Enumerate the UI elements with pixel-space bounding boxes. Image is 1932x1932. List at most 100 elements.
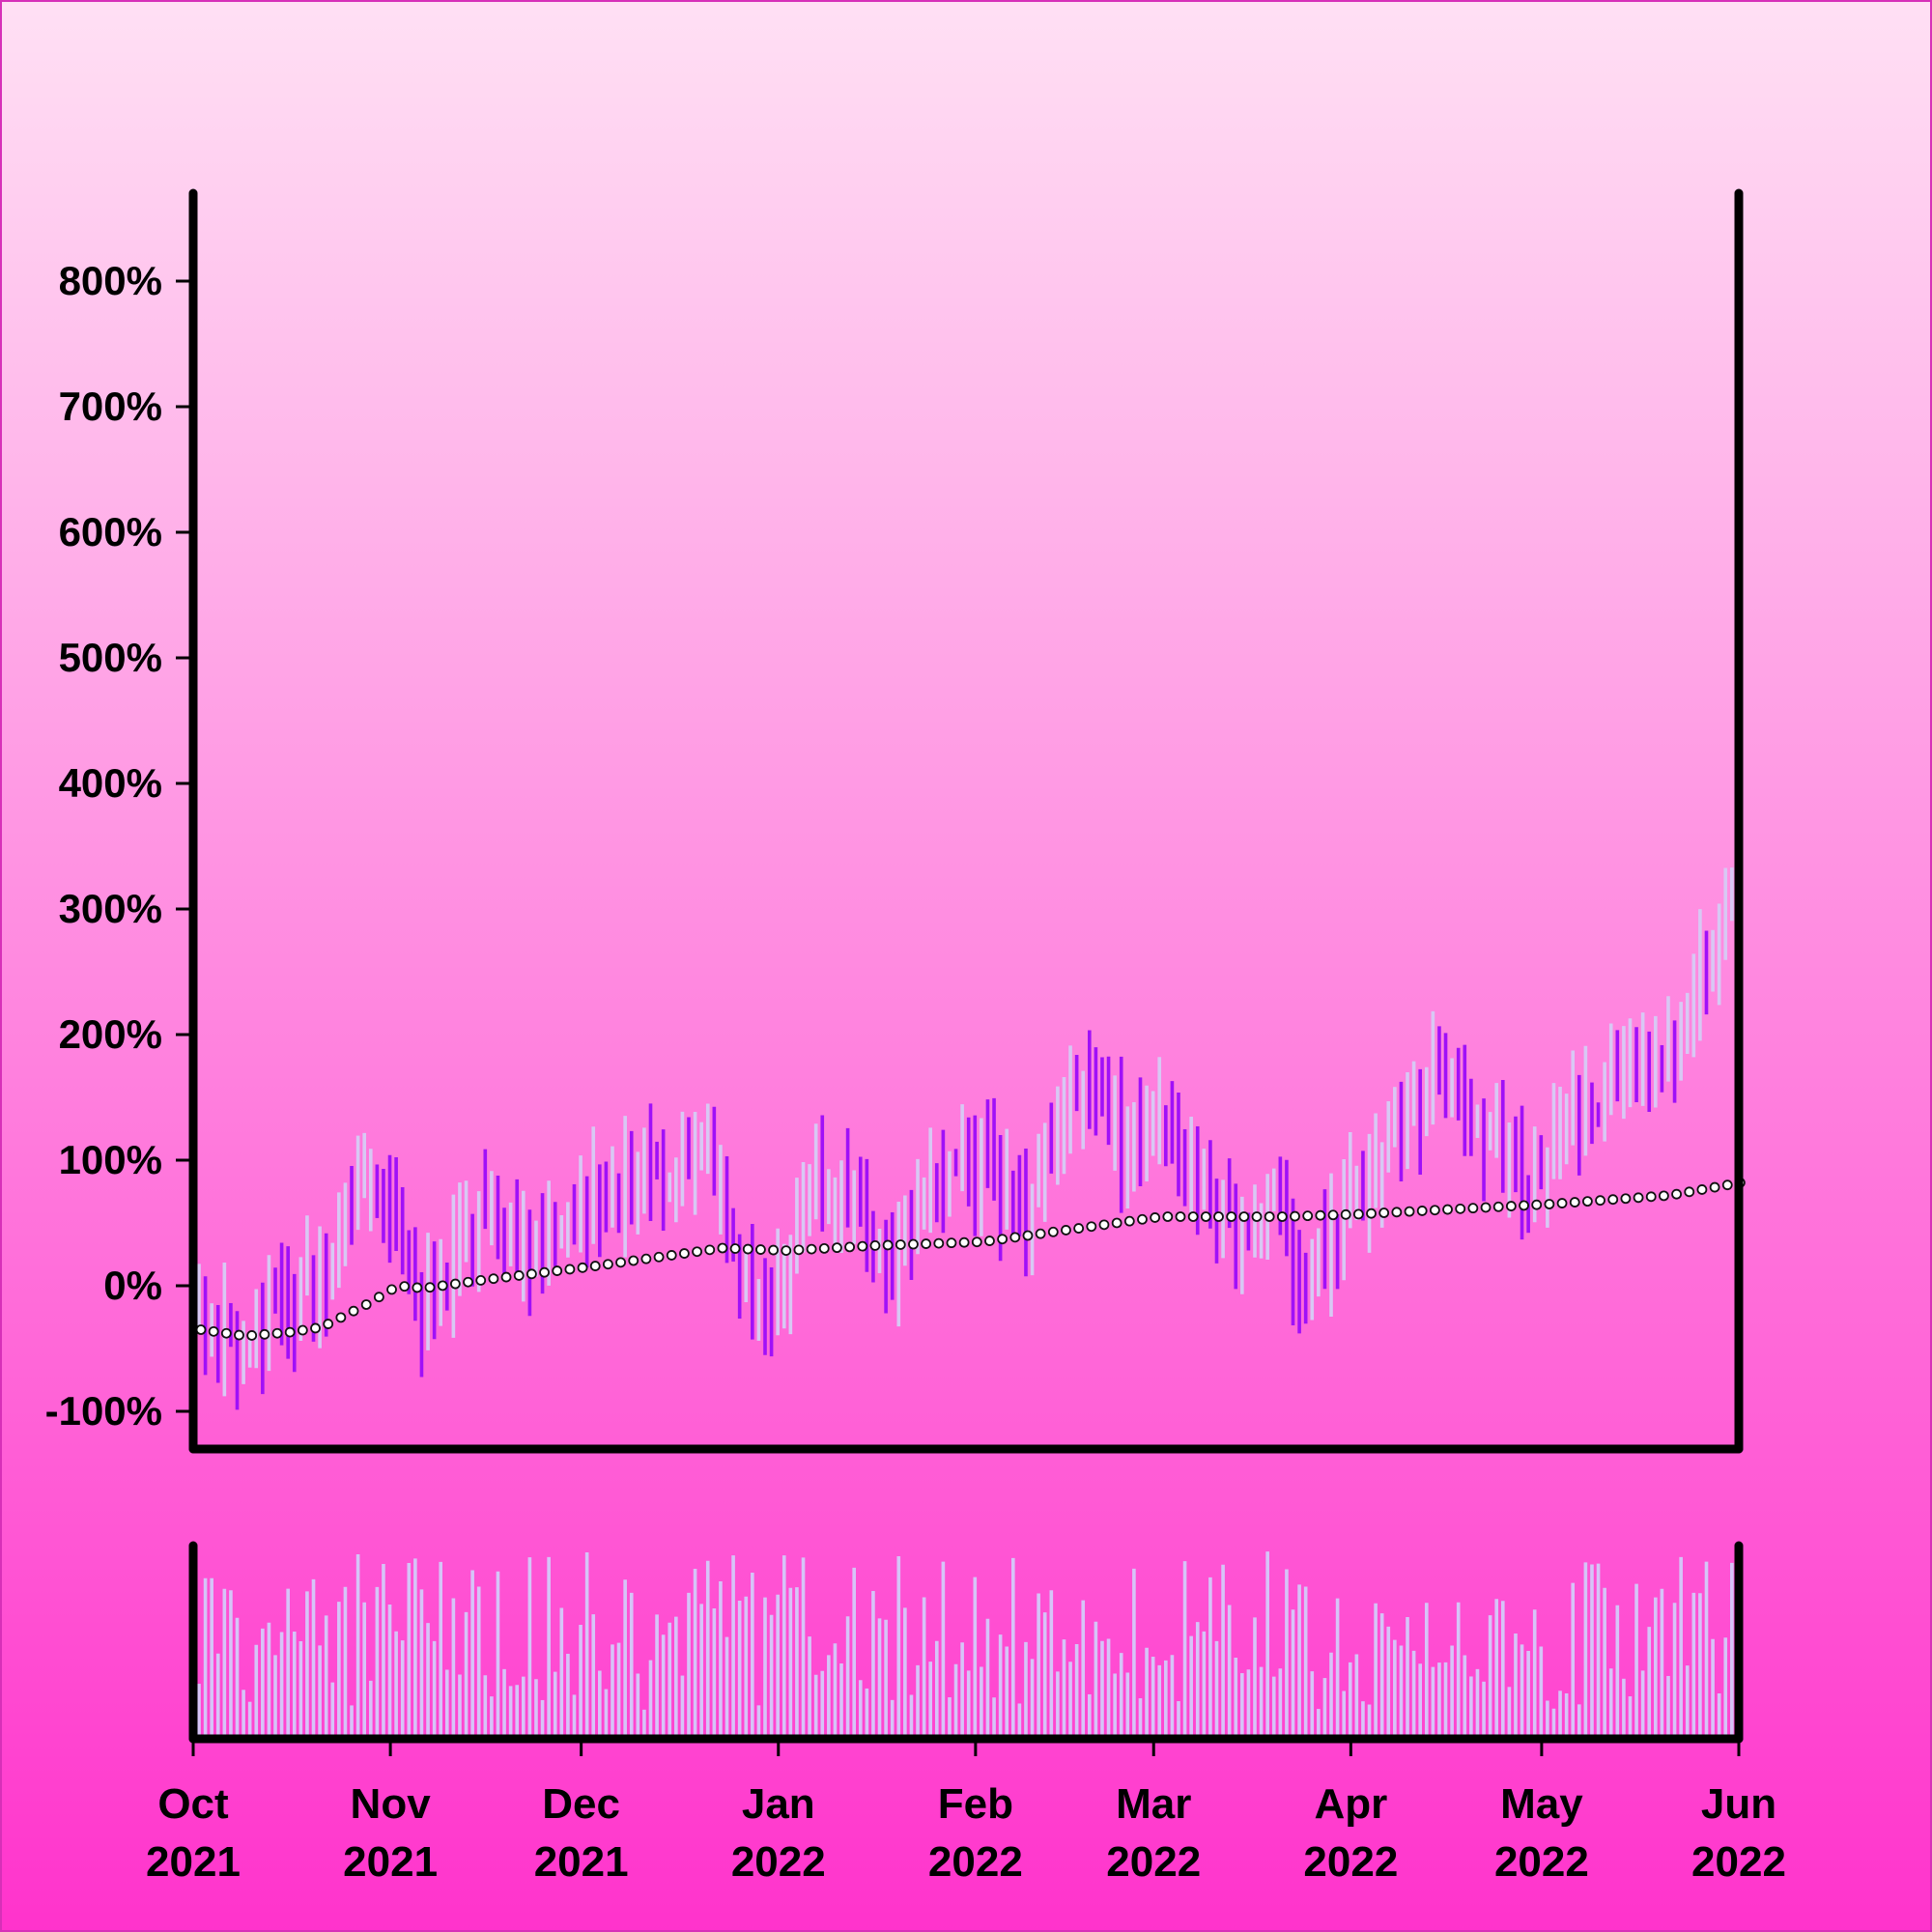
x-tick-label-month: Nov [351,1780,432,1828]
moving-average-point [1505,1201,1517,1211]
moving-average-point [1290,1210,1300,1222]
moving-average-point [1175,1211,1186,1222]
x-axis-ticks: Oct 2021 Nov 2021 Dec 2021 Jan 2022 Feb 2022 Mar 20… [146,1739,1786,1886]
moving-average-point [997,1234,1009,1245]
moving-average-point [908,1238,919,1250]
moving-average-point [1595,1195,1605,1207]
moving-average-point [742,1243,753,1255]
moving-average-point [602,1259,613,1270]
x-tick-label-year: 2021 [534,1838,629,1886]
moving-average-point [971,1236,982,1248]
moving-average-point [946,1237,957,1249]
moving-average-point [1492,1201,1504,1212]
moving-average-point [1238,1211,1250,1222]
moving-average-point [1696,1184,1708,1195]
moving-average-point [310,1322,321,1334]
x-tick-label-month: Mar [1116,1780,1191,1828]
y-axis-ticks: -100% 0% 100% 200% 300% 400% 500% 600% 700% 800% [45,258,193,1434]
volume-bars [197,1551,1741,1735]
moving-average-point [1264,1211,1275,1222]
moving-average-point [360,1299,372,1310]
x-tick-label-month: Apr [1314,1780,1387,1828]
x-tick-label-year: 2022 [928,1838,1023,1886]
moving-average-point [1137,1213,1148,1225]
moving-average-point [1404,1206,1415,1217]
moving-average-point [1047,1226,1059,1237]
x-tick-label-month: Jan [742,1780,815,1828]
ohlc-bars [197,847,1741,1410]
moving-average-point [1022,1230,1034,1241]
moving-average-point [284,1326,296,1338]
moving-average-point [1442,1204,1453,1215]
moving-average-point [488,1273,499,1285]
x-tick-label-month: Feb [938,1780,1013,1828]
moving-average-point [577,1262,588,1273]
moving-average-point [373,1292,384,1303]
moving-average-point [806,1243,817,1255]
moving-average-point [1416,1206,1428,1216]
moving-average-point [958,1236,970,1248]
moving-average-point [1111,1217,1122,1229]
moving-average-point [1200,1211,1211,1222]
moving-average-point [1429,1205,1440,1216]
moving-average-point [449,1278,461,1290]
moving-average-point [1455,1203,1466,1214]
moving-average-point [1009,1232,1021,1243]
moving-average-point [1098,1219,1110,1231]
y-tick-label: 600% [59,509,162,554]
moving-average-point [818,1242,830,1254]
moving-average-point [1659,1190,1669,1202]
moving-average-point [259,1328,270,1340]
moving-average-point [1327,1209,1339,1221]
moving-average-point [589,1261,601,1271]
axes [188,188,1744,1744]
moving-average-point [246,1330,258,1341]
moving-average-point [1671,1188,1682,1200]
moving-average-point [1633,1192,1644,1204]
moving-average-point [1226,1211,1237,1222]
moving-average-point [1467,1203,1479,1214]
moving-average-point [832,1242,842,1254]
x-tick-label-month: May [1500,1780,1583,1828]
moving-average-point [640,1253,652,1264]
moving-average-point [195,1324,207,1335]
moving-average-point [729,1243,741,1254]
moving-average-point [704,1244,716,1256]
moving-average-point [1684,1186,1695,1198]
moving-average-point [335,1312,347,1323]
moving-average-point [717,1242,728,1254]
moving-average-point [1315,1209,1326,1221]
moving-average-point [692,1246,702,1258]
x-tick-label-year: 2022 [1106,1838,1201,1886]
moving-average-point [1073,1223,1085,1234]
moving-average-point [793,1244,805,1256]
moving-average-point [1035,1228,1046,1239]
y-tick-label: 100% [59,1137,162,1182]
y-tick-label: 800% [59,258,162,303]
moving-average-point [1569,1197,1580,1208]
moving-average-point [1709,1181,1720,1193]
x-tick-label-month: Oct [157,1780,229,1828]
moving-average-point [526,1268,537,1280]
moving-average-point [386,1284,397,1295]
y-tick-label: 700% [59,384,162,429]
moving-average-point [1645,1191,1657,1203]
moving-average-point [1480,1202,1492,1213]
y-tick-label: -100% [45,1388,162,1434]
moving-average-point [1721,1179,1733,1191]
x-tick-label-year: 2022 [1303,1838,1398,1886]
moving-average-point [348,1305,359,1317]
moving-average-point [628,1255,639,1266]
moving-average-point [984,1236,995,1246]
y-tick-label: 0% [103,1263,162,1308]
moving-average-point [513,1270,525,1281]
moving-average-point [1187,1211,1199,1222]
x-tick-label-year: 2021 [146,1838,241,1886]
moving-average-point [539,1266,550,1278]
moving-average-point [424,1282,436,1293]
moving-average-point [1544,1199,1555,1209]
moving-average-point [768,1244,779,1256]
